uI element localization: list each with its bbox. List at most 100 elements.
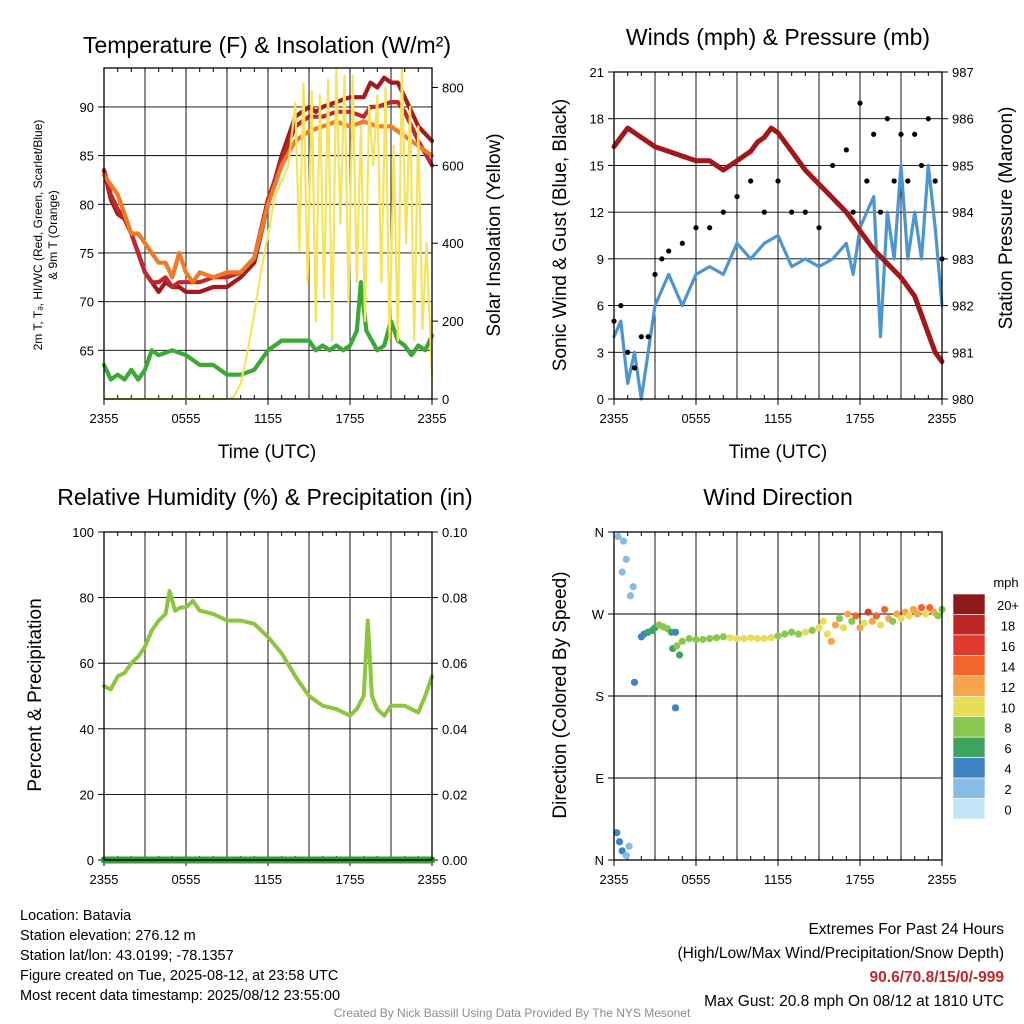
- winds-xtick-label: 1155: [764, 411, 792, 426]
- colorbar-swatch: [952, 777, 986, 799]
- gust-point: [666, 248, 672, 254]
- winds-panel-title: Winds (mph) & Pressure (mb): [626, 24, 930, 50]
- direction-xtick-label: 1755: [846, 872, 875, 887]
- temperature-ytick-label: 70: [80, 295, 94, 310]
- colorbar-label: 8: [1004, 721, 1011, 736]
- temperature-y2tick-label: 600: [442, 158, 464, 173]
- winds-y2tick-label: 984: [952, 205, 974, 220]
- winds-y2tick-label: 981: [952, 345, 974, 360]
- direction-point: [740, 635, 748, 643]
- colorbar-label: 4: [1004, 762, 1011, 777]
- gust-point: [734, 193, 740, 200]
- direction-point: [614, 532, 622, 541]
- winds-ylabel-left: Sonic Wind & Gust (Blue, Black): [550, 99, 571, 371]
- humidity-y2tick-label: 0.06: [442, 656, 467, 671]
- direction-point: [625, 842, 633, 850]
- temperature-ytick-label: 65: [80, 343, 94, 358]
- direction-point: [815, 624, 823, 632]
- direction-point: [827, 637, 835, 645]
- direction-point: [788, 628, 796, 636]
- winds-frame: [613, 71, 943, 400]
- winds-ytick-label: 9: [597, 252, 604, 267]
- recent-data-timestamp: Most recent data timestamp: 2025/08/12 2…: [20, 988, 341, 1004]
- humidity-ytick-label: 60: [80, 656, 94, 671]
- temperature-xtick-label: 0555: [172, 411, 201, 426]
- direction-point: [630, 678, 639, 686]
- gust-point: [898, 131, 904, 137]
- humidity-ytick-label: 0: [87, 853, 94, 868]
- direction-point: [881, 605, 889, 614]
- direction-point: [794, 630, 803, 638]
- humidity-ylabel-left: Percent & Precipitation: [25, 598, 46, 791]
- direction-ytick-label: N: [595, 853, 604, 868]
- direction-point: [844, 610, 852, 618]
- direction-point: [872, 612, 881, 620]
- humidity-ytick-label: 100: [72, 525, 94, 540]
- humidity-ytick-label: 20: [80, 787, 94, 802]
- direction-point: [613, 829, 621, 837]
- winds-y2tick-label: 985: [952, 158, 974, 173]
- humidity-xtick-label: 2355: [418, 872, 447, 887]
- direction-point: [622, 555, 630, 563]
- temperature-xlabel: Time (UTC): [218, 442, 317, 463]
- winds-plot-area: 2355 0555 1155 1755 2355 0 3 6 9 12 15 18 21 980 981 98…: [590, 65, 974, 426]
- temperature-xtick-label: 2355: [418, 411, 447, 426]
- direction-point: [801, 628, 809, 636]
- direction-ylabel-left: Direction (Colored By Speed): [550, 571, 571, 818]
- temperature-y2tick-label: 0: [442, 392, 449, 407]
- winds-y2tick-label: 986: [952, 112, 974, 127]
- humidity-y2tick-label: 0.00: [442, 853, 467, 868]
- colorbar-swatch: [952, 634, 986, 656]
- direction-point: [889, 617, 897, 625]
- colorbar-label: 20+: [997, 598, 1019, 613]
- winds-ytick-label: 0: [597, 392, 604, 407]
- gust-point: [925, 116, 931, 122]
- winds-ylabel-right: Station Pressure (Maroon): [996, 107, 1017, 330]
- direction-point: [676, 651, 684, 659]
- sonic-wind-line: [612, 163, 944, 401]
- extremes-title: Extremes For Past 24 Hours: [808, 921, 1004, 938]
- direction-point: [618, 568, 626, 576]
- direction-point: [808, 626, 816, 635]
- humidity-xtick-label: 2355: [90, 872, 119, 887]
- colorbar-swatch: [952, 736, 986, 758]
- winds-y2tick-label: 980: [952, 392, 974, 407]
- direction-point: [626, 592, 635, 600]
- temperature-xtick-label: 2355: [90, 411, 119, 426]
- direction-point: [753, 635, 762, 643]
- winds-y2tick-label: 987: [952, 65, 974, 80]
- gust-point: [693, 225, 699, 231]
- colorbar-label: 10: [1001, 700, 1015, 715]
- colorbar-label: 6: [1004, 741, 1011, 756]
- direction-xtick-label: 1155: [764, 872, 792, 887]
- gust-point: [816, 225, 822, 231]
- winds-xtick-label: 2355: [928, 411, 957, 426]
- direction-point: [747, 634, 755, 642]
- temperature-ylabel-right: Solar Insolation (Yellow): [484, 133, 505, 336]
- direction-point: [673, 642, 681, 650]
- direction-point: [819, 617, 827, 625]
- direction-point: [619, 537, 628, 545]
- colorbar-label: 18: [1001, 618, 1015, 633]
- extremes-values: 90.6/70.8/15/0/-999: [869, 969, 1004, 986]
- direction-point: [848, 617, 856, 625]
- winds-ytick-label: 12: [590, 205, 604, 220]
- colorbar-swatch: [952, 655, 986, 677]
- direction-point: [897, 614, 905, 623]
- colorbar-swatch: [952, 695, 986, 718]
- temperature-y2tick-label: 800: [442, 80, 464, 95]
- gust-point: [652, 271, 658, 278]
- gust-point: [748, 178, 754, 184]
- direction-point: [781, 630, 789, 638]
- humidity-y2tick-label: 0.02: [442, 787, 467, 802]
- direction-ytick-label: W: [592, 607, 605, 622]
- extremes-info: Extremes For Past 24 Hours (High/Low/Max…: [678, 918, 1005, 1014]
- direction-ytick-label: S: [595, 689, 604, 704]
- temperature-ylabel-left-2: & 9m T (Orange): [46, 190, 60, 280]
- gust-point: [638, 334, 644, 340]
- winds-xtick-label: 0555: [682, 411, 711, 426]
- direction-point: [905, 612, 913, 620]
- direction-panel-title: Wind Direction: [703, 484, 853, 510]
- humidity-frame: [103, 531, 433, 861]
- direction-point: [706, 635, 714, 643]
